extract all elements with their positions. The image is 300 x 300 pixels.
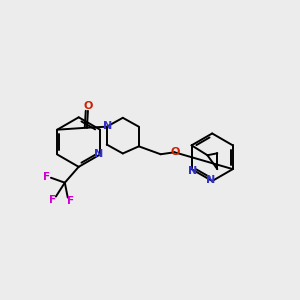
- Text: N: N: [188, 166, 197, 176]
- Text: O: O: [83, 101, 93, 111]
- Text: F: F: [49, 194, 56, 205]
- Text: O: O: [171, 147, 180, 157]
- Text: N: N: [206, 175, 215, 185]
- Text: F: F: [67, 196, 74, 206]
- Text: F: F: [44, 172, 50, 182]
- Text: N: N: [103, 121, 112, 131]
- Text: N: N: [94, 149, 103, 160]
